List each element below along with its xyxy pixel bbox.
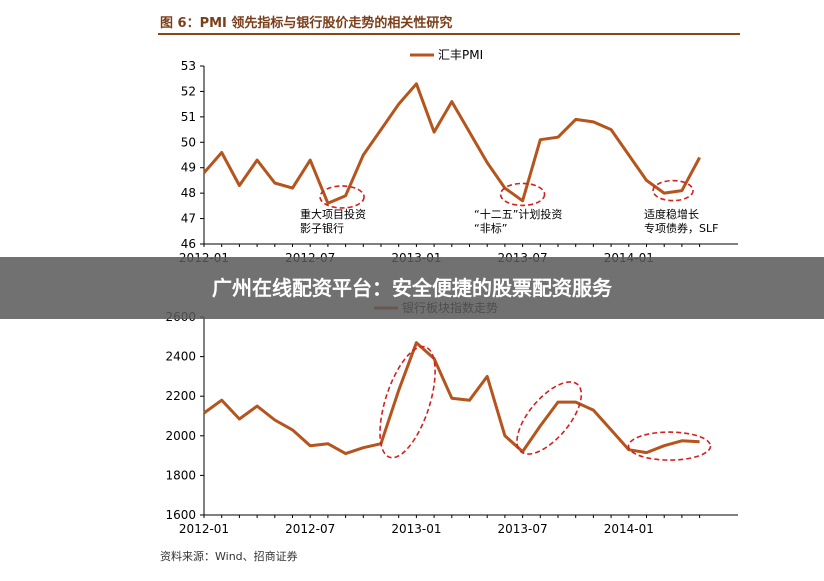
pmi-y-tick-label: 51 xyxy=(181,110,196,124)
pmi-y-tick-label: 46 xyxy=(181,237,196,251)
bank-x-tick-label: 2013-07 xyxy=(498,522,548,536)
pmi-highlight-ellipse xyxy=(319,185,365,209)
pmi-annotation-line: “十二五”计划投资 xyxy=(474,207,562,221)
pmi-annotation: 适度稳增长专项债券，SLF xyxy=(644,207,718,235)
pmi-y-tick-label: 52 xyxy=(181,84,196,98)
pmi-annotation-line: 重大项目投资 xyxy=(300,207,366,221)
pmi-highlight-ellipse xyxy=(499,182,546,207)
pmi-chart: 46474849505152532012-012012-072013-01201… xyxy=(179,48,738,265)
bank-x-tick-label: 2013-01 xyxy=(391,522,441,536)
bank-highlight-ellipse xyxy=(516,381,583,455)
bank-y-tick-label: 2200 xyxy=(165,389,196,403)
pmi-y-tick-label: 48 xyxy=(181,186,196,200)
pmi-annotation-line: “非标” xyxy=(474,221,507,235)
bank-y-tick-label: 2000 xyxy=(165,429,196,443)
pmi-annotation: 重大项目投资影子银行 xyxy=(300,207,366,235)
overlay-banner xyxy=(0,257,824,319)
figure-title: 图 6：PMI 领先指标与银行股价走势的相关性研究 xyxy=(160,16,453,31)
bank-x-tick-label: 2012-01 xyxy=(179,522,229,536)
title-rule xyxy=(158,33,740,35)
pmi-annotation-line: 专项债券，SLF xyxy=(644,221,718,235)
bank-highlight-ellipse xyxy=(379,345,436,459)
overlay-banner-text: 广州在线配资平台：安全便捷的股票配资服务 xyxy=(212,276,612,300)
pmi-y-tick-label: 47 xyxy=(181,212,196,226)
pmi-annotation: “十二五”计划投资“非标” xyxy=(474,207,562,235)
bank-y-tick-label: 1600 xyxy=(165,508,196,522)
pmi-y-tick-label: 53 xyxy=(181,59,196,73)
bank-x-tick-label: 2014-01 xyxy=(604,522,654,536)
bank-x-tick-label: 2012-07 xyxy=(285,522,335,536)
pmi-y-tick-label: 50 xyxy=(181,135,196,149)
bank-y-tick-label: 1800 xyxy=(165,468,196,482)
pmi-legend-label: 汇丰PMI xyxy=(438,48,483,62)
pmi-annotation-line: 影子银行 xyxy=(300,221,344,235)
pmi-highlight-ellipse xyxy=(652,179,694,202)
pmi-annotation-line: 适度稳增长 xyxy=(644,207,699,221)
source-note: 资料来源：Wind、招商证券 xyxy=(160,550,298,563)
bank-y-tick-label: 2400 xyxy=(165,350,196,364)
bank-highlight-ellipse xyxy=(627,431,712,461)
pmi-y-tick-label: 49 xyxy=(181,161,196,175)
